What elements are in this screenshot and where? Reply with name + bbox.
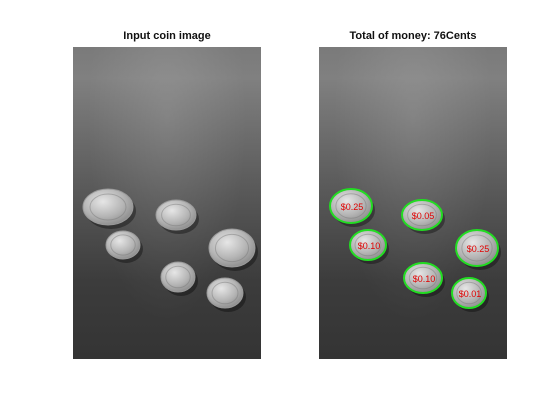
left-coin-5: [160, 261, 196, 293]
left-coin-3: [105, 230, 141, 260]
left-coin-rim: [214, 233, 250, 263]
detected-coin-image: $0.25 $0.05 $0.10 $0.25 $0.10 $0.01: [319, 47, 507, 359]
coin-value-label: $0.01: [459, 289, 482, 299]
right-coin-rim: [456, 281, 482, 305]
right-coin-rim: [407, 203, 437, 227]
right-coin-rim: [408, 266, 438, 290]
left-coin-rim: [110, 234, 136, 256]
left-coin-2: [155, 199, 197, 231]
coin-value-label: $0.05: [412, 211, 435, 221]
right-coin-rim: [335, 193, 367, 219]
detection-outline: [455, 229, 499, 267]
left-panel-title: Input coin image: [123, 30, 211, 42]
coin-value-label: $0.25: [467, 244, 490, 254]
detection-outline: [403, 262, 443, 294]
input-coin-image: [73, 47, 261, 359]
detected-coins-layer: $0.25 $0.05 $0.10 $0.25 $0.10 $0.01: [329, 188, 501, 312]
right-panel-title: Total of money: 76Cents: [349, 30, 477, 42]
left-coin-6: [206, 277, 244, 309]
left-coin-rim: [89, 193, 127, 221]
left-coin-4: [208, 228, 256, 268]
left-coin-1: [82, 188, 134, 226]
detection-outline: [401, 199, 443, 231]
left-coin-rim: [165, 265, 191, 289]
coin-value-label: $0.10: [358, 241, 381, 251]
left-coin-rim: [161, 203, 191, 227]
coin-value-label: $0.10: [413, 274, 436, 284]
left-coin-rim: [211, 281, 239, 305]
detection-outline: [349, 229, 387, 261]
detection-outline: [451, 277, 487, 309]
input-coins-layer: [82, 188, 258, 312]
coin-value-label: $0.25: [341, 202, 364, 212]
right-coin-rim: [461, 234, 493, 262]
right-coin-rim: [354, 233, 382, 257]
detection-outline: [329, 188, 373, 224]
